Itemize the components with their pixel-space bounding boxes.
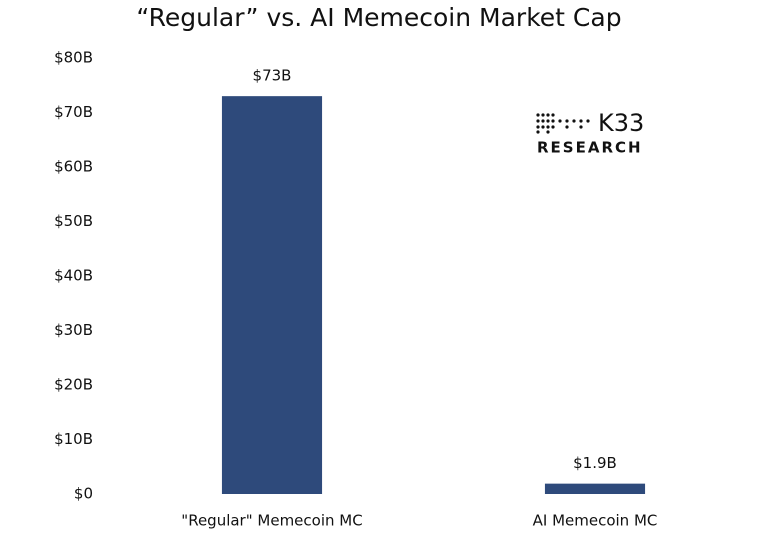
x-tick-label: "Regular" Memecoin MC <box>181 512 362 530</box>
y-tick-label: $10B <box>54 430 93 448</box>
y-tick-label: $0 <box>74 485 93 503</box>
logo-subtitle: RESEARCH <box>537 139 643 157</box>
x-tick-label: AI Memecoin MC <box>533 512 658 530</box>
bar <box>221 96 323 495</box>
y-tick-label: $20B <box>54 376 93 394</box>
bar <box>544 483 646 494</box>
y-tick-label: $60B <box>54 158 93 176</box>
chart-title: “Regular” vs. AI Memecoin Market Cap <box>136 3 621 32</box>
logo-name: K33 <box>598 109 644 137</box>
y-tick-label: $40B <box>54 267 93 285</box>
y-tick-label: $50B <box>54 212 93 230</box>
value-label: $73B <box>253 67 292 85</box>
y-tick-label: $70B <box>54 103 93 121</box>
logo-icon <box>536 113 590 134</box>
y-tick-label: $30B <box>54 321 93 339</box>
logo: K33 RESEARCH <box>536 109 644 157</box>
value-label: $1.9B <box>573 454 617 472</box>
y-tick-label: $80B <box>54 49 93 67</box>
